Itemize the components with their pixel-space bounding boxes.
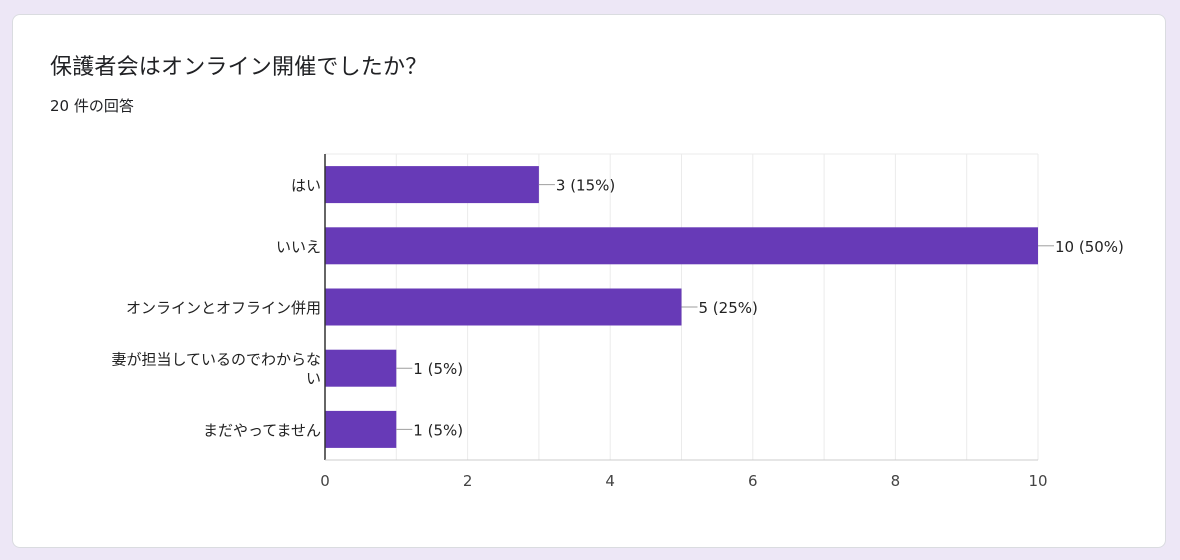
question-title: 保護者会はオンライン開催でしたか？ [50, 55, 428, 80]
response-count: 20 件の回答 [50, 97, 134, 115]
bar [325, 227, 1038, 265]
x-tick-label: 0 [320, 472, 330, 490]
bar [325, 349, 397, 387]
x-tick-label: 10 [1028, 472, 1047, 490]
x-tick-label: 2 [463, 472, 473, 490]
data-label: 3 (15%) [556, 177, 615, 195]
category-label: い [306, 370, 321, 388]
bar [325, 410, 397, 448]
category-label: はい [291, 177, 321, 195]
bar [325, 166, 539, 204]
question-card: 保護者会はオンライン開催でしたか？ 20 件の回答 [12, 14, 1166, 548]
x-tick-label: 8 [891, 472, 901, 490]
data-label: 5 (25%) [699, 299, 758, 317]
category-label: オンラインとオフライン併用 [126, 299, 321, 317]
bar [325, 288, 682, 326]
x-tick-label: 6 [748, 472, 758, 490]
data-label: 10 (50%) [1055, 238, 1124, 256]
category-label: まだやってません [203, 421, 321, 439]
data-label: 1 (5%) [413, 421, 463, 439]
x-tick-label: 4 [605, 472, 615, 490]
category-label: 妻が担当しているのでわからな [111, 351, 321, 369]
category-label: いいえ [276, 238, 321, 256]
data-label: 1 (5%) [413, 360, 463, 378]
